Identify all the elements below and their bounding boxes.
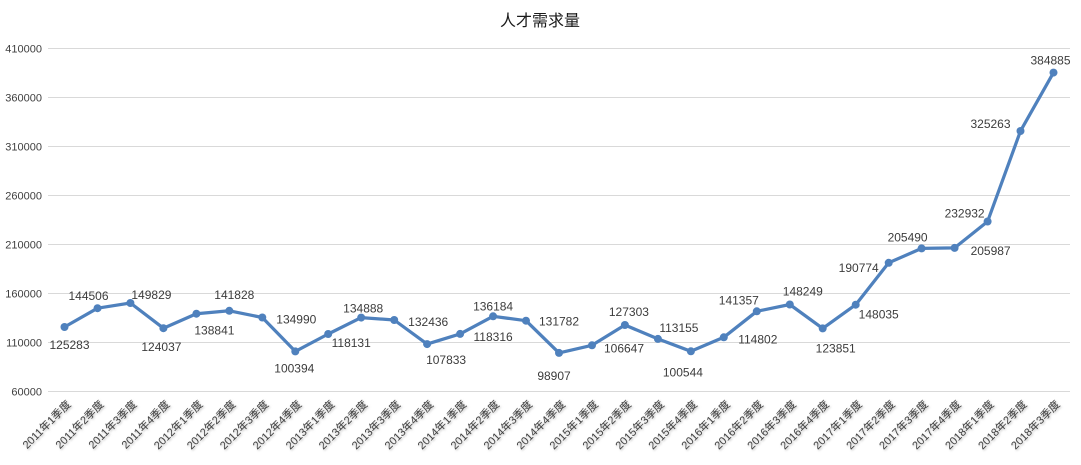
data-point-label: 138841	[194, 324, 234, 338]
data-point-label: 132436	[408, 315, 448, 329]
data-point-label: 325263	[970, 117, 1010, 131]
data-point-label: 136184	[473, 299, 513, 313]
data-point-marker	[950, 243, 959, 252]
data-point-label: 123851	[816, 341, 856, 355]
data-point-marker	[555, 348, 563, 357]
x-axis-tick-labels: 2011年1季度2011年2季度2011年3季度2011年4季度2012年1季度…	[19, 397, 1062, 452]
data-point-label: 127303	[609, 305, 649, 319]
data-point-label: 113155	[659, 321, 698, 335]
data-point-label: 148249	[783, 285, 823, 299]
data-point-label: 148035	[859, 308, 899, 322]
data-point-marker	[620, 321, 629, 329]
data-point-marker	[752, 307, 761, 316]
data-point-marker	[60, 323, 69, 331]
series-line	[62, 70, 1056, 355]
data-point-marker	[225, 306, 234, 315]
y-axis-tick-label: 210000	[5, 240, 42, 252]
data-point-marker	[489, 312, 498, 321]
data-point-label: 118316	[474, 330, 513, 344]
y-axis-tick-label: 410000	[5, 44, 42, 56]
y-axis-tick-label: 110000	[6, 338, 42, 350]
data-point-marker	[653, 334, 662, 343]
data-point-label: 100394	[274, 361, 314, 375]
data-point-labels: 125283 144506 149829 124037 138841 141828 1349…	[49, 54, 1070, 383]
data-point-label: 118131	[332, 336, 371, 350]
data-point-marker	[291, 347, 300, 356]
data-point-marker	[588, 341, 596, 350]
data-point-label: 144506	[68, 289, 108, 303]
data-point-label: 125283	[49, 338, 89, 352]
gridlines	[48, 48, 1070, 392]
data-point-label: 205987	[971, 244, 1011, 258]
y-axis-tick-label: 360000	[5, 93, 42, 105]
data-point-label: 384885	[1030, 54, 1070, 68]
data-point-marker	[851, 300, 860, 309]
data-point-label: 141357	[719, 293, 759, 307]
data-series	[60, 68, 1058, 357]
y-axis-tick-label: 260000	[5, 191, 42, 203]
data-point-marker	[785, 300, 794, 309]
data-point-label: 114802	[738, 332, 777, 346]
data-point-label: 134888	[343, 302, 383, 316]
data-point-marker	[719, 333, 728, 342]
chart-title: 人才需求量	[500, 12, 580, 30]
y-axis-tick-label: 310000	[5, 142, 42, 154]
data-point-label: 149829	[131, 288, 171, 302]
y-axis-tick-labels: 60000 110000 160000 210000 260000 310000 36000…	[5, 44, 42, 399]
data-point-marker	[324, 330, 333, 338]
data-point-marker	[818, 324, 827, 333]
data-point-marker	[192, 309, 201, 318]
data-point-label: 100544	[663, 365, 703, 379]
data-point-marker	[983, 217, 992, 226]
y-axis-tick-label: 160000	[5, 289, 42, 301]
data-point-marker	[884, 258, 893, 267]
data-point-marker	[159, 324, 168, 333]
data-point-label: 190774	[839, 261, 879, 275]
data-point-label: 98907	[537, 369, 571, 383]
data-point-marker	[917, 244, 926, 253]
data-point-label: 205490	[888, 230, 928, 244]
data-point-label: 106647	[604, 341, 644, 355]
data-point-label: 124037	[141, 340, 181, 354]
data-point-marker	[456, 329, 465, 338]
data-point-marker	[1049, 68, 1058, 77]
data-point-marker	[423, 340, 432, 349]
data-point-marker	[357, 313, 366, 322]
data-point-marker	[126, 299, 135, 307]
data-point-label: 232932	[945, 207, 985, 221]
data-point-marker	[522, 316, 530, 325]
data-point-label: 131782	[539, 315, 579, 329]
data-point-marker	[258, 313, 267, 322]
data-point-label: 107833	[426, 353, 466, 367]
data-point-label: 134990	[276, 313, 316, 327]
data-point-marker	[1016, 127, 1025, 135]
data-point-marker	[390, 316, 399, 324]
data-point-marker	[686, 347, 695, 356]
y-axis-tick-label: 60000	[11, 387, 42, 399]
data-point-marker	[93, 304, 102, 313]
data-point-label: 141828	[214, 288, 254, 302]
